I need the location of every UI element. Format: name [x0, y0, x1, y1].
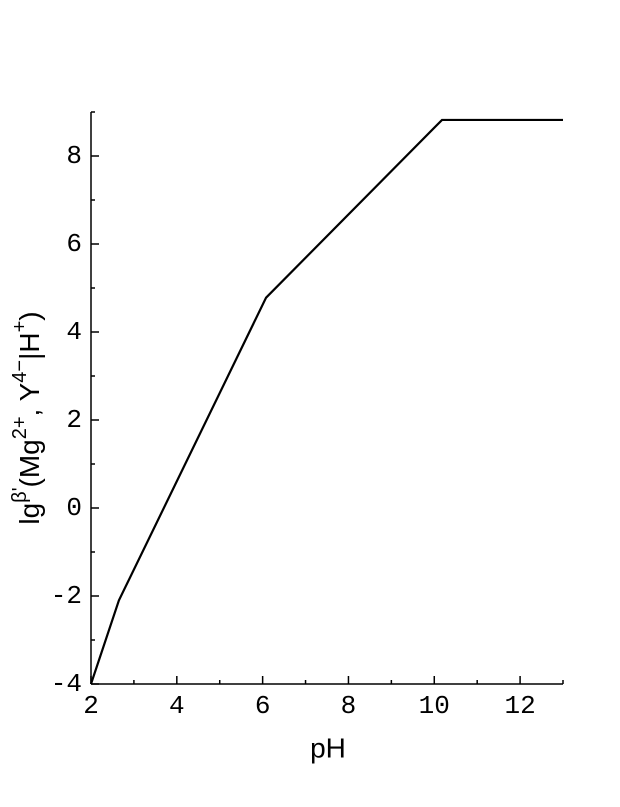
x-tick-label: 2: [83, 691, 99, 721]
y-tick-label: 2: [66, 405, 82, 435]
y-tick-label: 6: [66, 229, 82, 259]
y-tick-label: -2: [51, 581, 82, 611]
y-label-part: β': [9, 487, 31, 502]
y-label-part: lg: [14, 503, 45, 525]
y-label-part: , Y: [14, 382, 45, 416]
x-tick-label: 10: [419, 691, 450, 721]
y-label-part: ): [14, 311, 45, 320]
data-line: [89, 118, 563, 685]
y-label-part: 4−: [9, 360, 31, 383]
x-tick-label: 8: [341, 691, 357, 721]
y-label-part: |H: [14, 332, 45, 360]
y-label-part: (Mg: [14, 439, 45, 487]
x-tick-label: 12: [504, 691, 535, 721]
y-tick-label: 8: [66, 141, 82, 171]
y-tick-label: 4: [66, 317, 82, 347]
y-label-part: 2+: [9, 416, 31, 439]
y-label-part: +: [9, 321, 31, 333]
x-tick-label: 6: [255, 691, 271, 721]
x-axis-label: pH: [310, 732, 346, 763]
y-tick-label: 0: [66, 493, 82, 523]
y-tick-label: -4: [51, 669, 82, 699]
y-axis-label: lgβ'(Mg2+, Y4−|H+): [9, 311, 45, 524]
x-tick-label: 4: [169, 691, 185, 721]
